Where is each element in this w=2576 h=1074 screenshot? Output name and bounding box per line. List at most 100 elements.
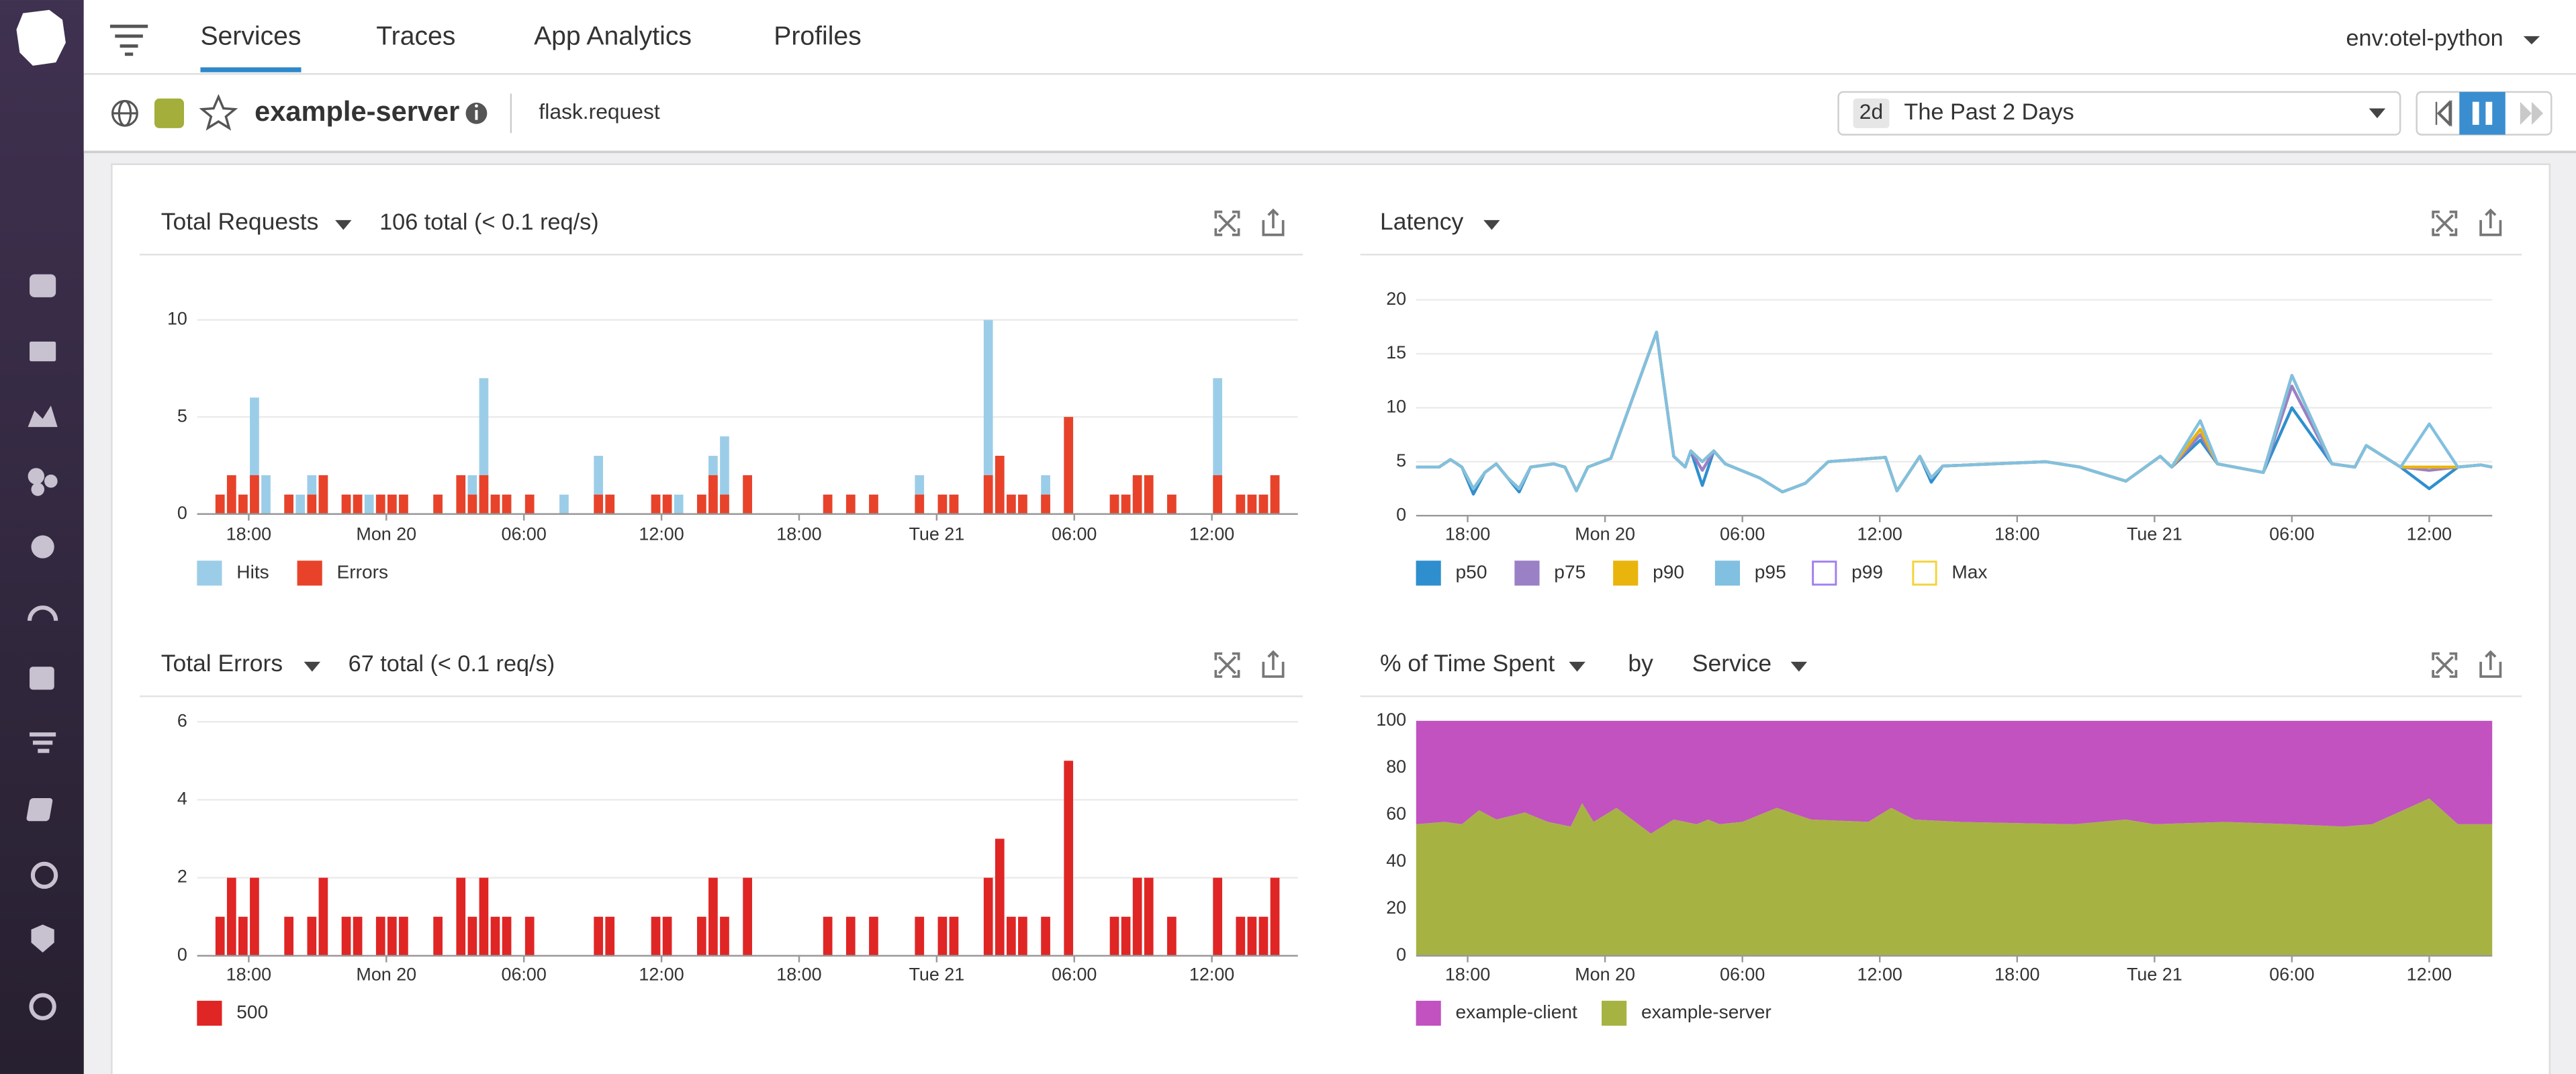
dropdown-caret[interactable] <box>1790 661 1808 672</box>
bar <box>1109 916 1119 956</box>
legend-label[interactable]: example-server <box>1641 1002 1772 1022</box>
dropdown-caret[interactable] <box>1483 219 1500 230</box>
charts: Total Requests 106 total (< 0.1 req/s) 0 5 1… <box>139 208 2522 1026</box>
widget-title: Total Errors <box>161 650 283 677</box>
bar <box>250 475 259 514</box>
legend-label[interactable]: 500 <box>236 1002 268 1022</box>
expand-icon[interactable] <box>1214 652 1240 678</box>
globe-icon <box>111 99 138 127</box>
export-icon[interactable] <box>1262 208 1285 236</box>
legend-swatch[interactable] <box>297 560 322 586</box>
nav-tab[interactable]: App Analytics <box>534 22 692 51</box>
legend-label[interactable]: example-client <box>1456 1002 1578 1022</box>
bar <box>594 916 604 956</box>
group-by[interactable]: Service <box>1692 650 1772 677</box>
star-icon[interactable] <box>199 94 238 131</box>
env-selector[interactable]: env:otel-python <box>2346 26 2503 51</box>
legend-label[interactable]: p50 <box>1456 561 1487 582</box>
sidebar-icons[interactable] <box>26 274 58 1020</box>
nav-tab[interactable]: Traces <box>376 22 455 51</box>
y-tick-label: 20 <box>1386 289 1406 309</box>
legend-swatch[interactable] <box>1416 560 1441 586</box>
bar <box>1247 916 1257 956</box>
legend-swatch[interactable] <box>1912 560 1937 586</box>
legend-swatch[interactable] <box>1812 560 1837 586</box>
bar <box>1144 877 1154 956</box>
legend-label[interactable]: Hits <box>236 561 269 582</box>
bar <box>433 494 443 514</box>
export-icon[interactable] <box>2479 208 2502 236</box>
time-range: The Past 2 Days <box>1904 99 2074 125</box>
legend-label[interactable]: p75 <box>1554 561 1585 582</box>
bar <box>1167 494 1177 514</box>
legend-swatch[interactable] <box>1602 1000 1627 1026</box>
x-tick-label: Tue 21 <box>909 524 964 544</box>
pause-button[interactable] <box>2459 92 2505 135</box>
bar <box>696 916 706 956</box>
bar <box>341 916 351 956</box>
expand-icon[interactable] <box>1214 210 1240 236</box>
dropdown-caret[interactable] <box>304 661 321 672</box>
y-tick-label: 100 <box>1376 710 1406 730</box>
legend-label[interactable]: Max <box>1951 561 1987 582</box>
bar <box>399 916 408 956</box>
forward-button[interactable] <box>2520 101 2544 125</box>
bar <box>307 494 317 514</box>
time-picker[interactable] <box>1837 91 2401 136</box>
x-tick-label: Tue 21 <box>2127 524 2182 544</box>
bar <box>307 916 317 956</box>
service-name: example-server <box>255 95 459 127</box>
legend-swatch[interactable] <box>197 560 222 586</box>
legend-swatch[interactable] <box>197 1000 222 1026</box>
tabs: Services Traces App Analytics Profiles <box>200 22 862 72</box>
y-tick-label: 0 <box>177 944 187 965</box>
legend-swatch[interactable] <box>1714 560 1741 586</box>
export-icon[interactable] <box>2479 650 2502 678</box>
y-tick-label: 10 <box>1386 397 1406 417</box>
legend-label[interactable]: p90 <box>1653 561 1684 582</box>
expand-icon[interactable] <box>2432 210 2458 236</box>
legend-label[interactable]: Errors <box>337 561 389 582</box>
legend-swatch[interactable] <box>1514 560 1540 586</box>
legend-label[interactable]: p99 <box>1851 561 1883 582</box>
x-tick-label: 12:00 <box>2407 524 2452 544</box>
menu-icon[interactable] <box>109 24 148 56</box>
legend-swatch[interactable] <box>1416 1000 1441 1026</box>
bar <box>1167 916 1177 956</box>
bar <box>845 916 856 956</box>
x-tick-label: 18:00 <box>226 964 271 984</box>
area-series <box>1416 798 2493 956</box>
y-tick-label: 0 <box>177 503 187 523</box>
legend-label[interactable]: p95 <box>1755 561 1786 582</box>
bar <box>1006 916 1016 956</box>
bar <box>318 475 328 514</box>
bar <box>1064 761 1074 956</box>
bar <box>743 877 752 956</box>
x-tick-label: 06:00 <box>2269 964 2314 984</box>
expand-icon[interactable] <box>2432 652 2458 678</box>
bar <box>479 877 489 956</box>
pause-bar <box>2485 101 2493 125</box>
dropdown-caret[interactable] <box>335 219 352 230</box>
env-caret[interactable] <box>2523 36 2540 45</box>
bar <box>1018 916 1027 956</box>
dropdown-caret[interactable] <box>1569 661 1585 672</box>
nav-tab[interactable]: Profiles <box>774 22 861 51</box>
bar <box>823 494 833 514</box>
bar <box>490 494 500 514</box>
bar <box>915 916 925 956</box>
export-icon[interactable] <box>1262 650 1285 678</box>
x-tick-label: 06:00 <box>2269 524 2314 544</box>
bar <box>387 494 397 514</box>
bar <box>1236 494 1246 514</box>
bar <box>662 916 672 956</box>
legend-swatch[interactable] <box>1613 560 1639 586</box>
time-caret[interactable] <box>2368 108 2386 119</box>
rewind-button[interactable] <box>2435 99 2452 127</box>
nav-tab[interactable]: Services <box>200 22 301 51</box>
bar <box>479 475 489 514</box>
plot-marks <box>1416 721 2493 956</box>
bar <box>949 494 959 514</box>
bar <box>238 916 248 956</box>
bar <box>364 494 374 514</box>
